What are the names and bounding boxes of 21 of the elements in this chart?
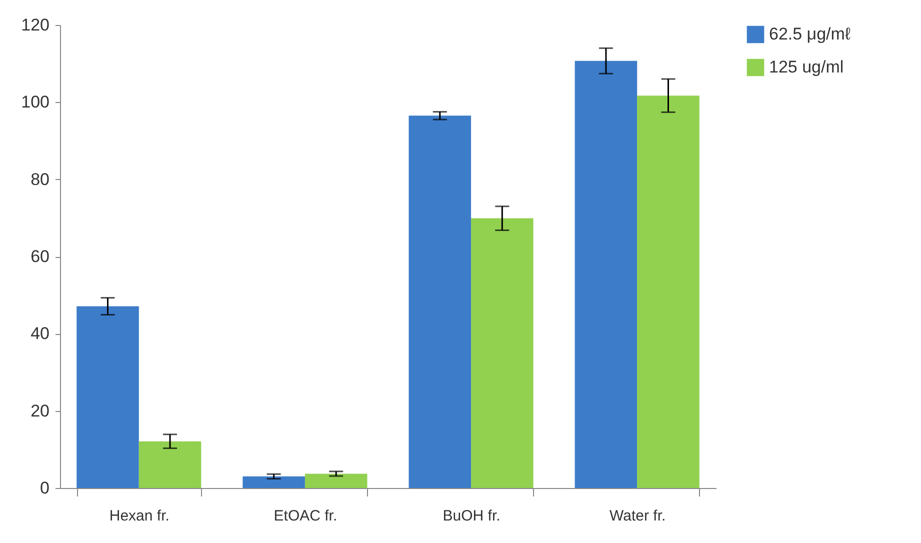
bar <box>138 441 202 488</box>
x-tick-label: EtOAC fr. <box>274 508 338 524</box>
bar <box>304 474 368 488</box>
y-tick-label: 60 <box>30 247 50 266</box>
x-tick-label: BuOH fr. <box>442 508 500 524</box>
legend-label: 62.5 μg/mℓ <box>769 24 851 44</box>
y-tick-label: 80 <box>30 170 50 189</box>
x-tick-label: Hexan fr. <box>109 508 170 524</box>
bar <box>76 306 139 488</box>
bar <box>637 96 700 488</box>
legend-label: 125 ug/ml <box>769 58 844 76</box>
y-tick-label: 40 <box>30 324 50 344</box>
bar <box>408 116 472 488</box>
y-tick-label: 120 <box>21 16 50 34</box>
y-tick-label: 0 <box>40 478 50 498</box>
y-tick-label: 20 <box>30 401 50 420</box>
bar <box>471 218 534 488</box>
bar <box>242 476 305 488</box>
x-tick-label: Water fr. <box>610 508 666 524</box>
y-tick-label: 100 <box>21 92 50 112</box>
bar <box>574 60 638 488</box>
